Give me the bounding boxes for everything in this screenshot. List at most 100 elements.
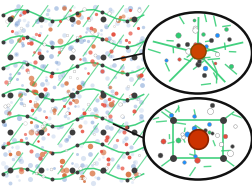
Point <box>110 54 114 57</box>
Point <box>125 87 129 90</box>
Point <box>22 60 26 64</box>
Point <box>28 77 33 80</box>
Point <box>115 19 119 22</box>
Point <box>2 122 6 125</box>
Point <box>1 119 5 122</box>
Point <box>58 75 62 78</box>
Point <box>105 110 109 113</box>
Point <box>118 179 122 182</box>
Point <box>119 166 123 169</box>
Point <box>19 26 23 29</box>
Point <box>213 61 217 64</box>
Circle shape <box>144 98 252 180</box>
Point <box>43 88 47 91</box>
Point <box>137 7 141 10</box>
Point <box>82 120 86 123</box>
Point <box>68 101 72 104</box>
Point <box>100 143 104 146</box>
Point <box>200 48 204 51</box>
Point <box>41 136 45 139</box>
Point <box>10 29 14 32</box>
Point <box>123 142 128 145</box>
Point <box>112 64 116 67</box>
Point <box>16 19 20 22</box>
Point <box>6 19 10 22</box>
Point <box>141 78 145 81</box>
Point <box>9 40 13 43</box>
Point <box>109 127 113 130</box>
Point <box>108 86 112 89</box>
Point <box>192 127 196 130</box>
Point <box>90 163 94 166</box>
Point <box>67 91 71 94</box>
Point <box>1 93 5 96</box>
Point <box>75 170 79 173</box>
Point <box>121 129 125 132</box>
Point <box>8 131 12 134</box>
Point <box>107 11 111 14</box>
Point <box>140 83 144 86</box>
Point <box>88 50 92 53</box>
Point <box>38 157 42 160</box>
Point <box>7 111 11 114</box>
Point <box>62 178 67 181</box>
Point <box>136 43 140 46</box>
Point <box>130 180 134 183</box>
Point <box>80 129 84 132</box>
Point <box>7 81 11 84</box>
Point <box>74 99 78 102</box>
Point <box>197 44 201 47</box>
Point <box>22 103 26 106</box>
Point <box>58 47 62 50</box>
FancyBboxPatch shape <box>1 4 144 185</box>
Point <box>94 162 98 165</box>
Point <box>34 130 38 133</box>
Point <box>72 6 76 9</box>
Point <box>201 32 205 35</box>
Point <box>99 29 103 32</box>
Point <box>139 39 143 42</box>
Point <box>101 17 105 20</box>
Point <box>107 105 111 108</box>
Point <box>139 100 143 103</box>
Point <box>34 104 38 107</box>
Point <box>195 158 199 161</box>
Point <box>124 39 128 42</box>
Point <box>129 94 133 98</box>
Point <box>133 104 137 107</box>
Point <box>227 38 231 41</box>
Point <box>99 149 103 153</box>
Point <box>34 33 38 36</box>
Point <box>28 61 32 64</box>
Point <box>54 60 58 63</box>
Point <box>20 44 24 47</box>
Point <box>122 138 126 141</box>
Point <box>130 96 134 99</box>
Point <box>1 162 5 165</box>
Point <box>6 142 10 145</box>
Point <box>120 114 124 117</box>
Point <box>109 50 113 53</box>
Point <box>95 61 99 64</box>
Point <box>193 43 197 46</box>
Point <box>4 173 8 176</box>
Point <box>92 161 96 164</box>
Point <box>6 66 10 69</box>
Point <box>129 146 133 149</box>
Point <box>100 37 104 40</box>
Point <box>54 7 58 10</box>
Point <box>136 26 140 29</box>
Point <box>111 33 115 36</box>
Point <box>207 123 211 126</box>
Point <box>221 119 225 122</box>
Point <box>12 139 16 142</box>
Point <box>228 151 232 154</box>
Point <box>113 75 117 78</box>
Point <box>86 40 90 43</box>
Point <box>42 43 46 46</box>
Point <box>32 65 36 68</box>
Point <box>18 34 22 37</box>
Point <box>7 111 11 114</box>
Point <box>17 178 21 181</box>
Point <box>70 128 74 131</box>
